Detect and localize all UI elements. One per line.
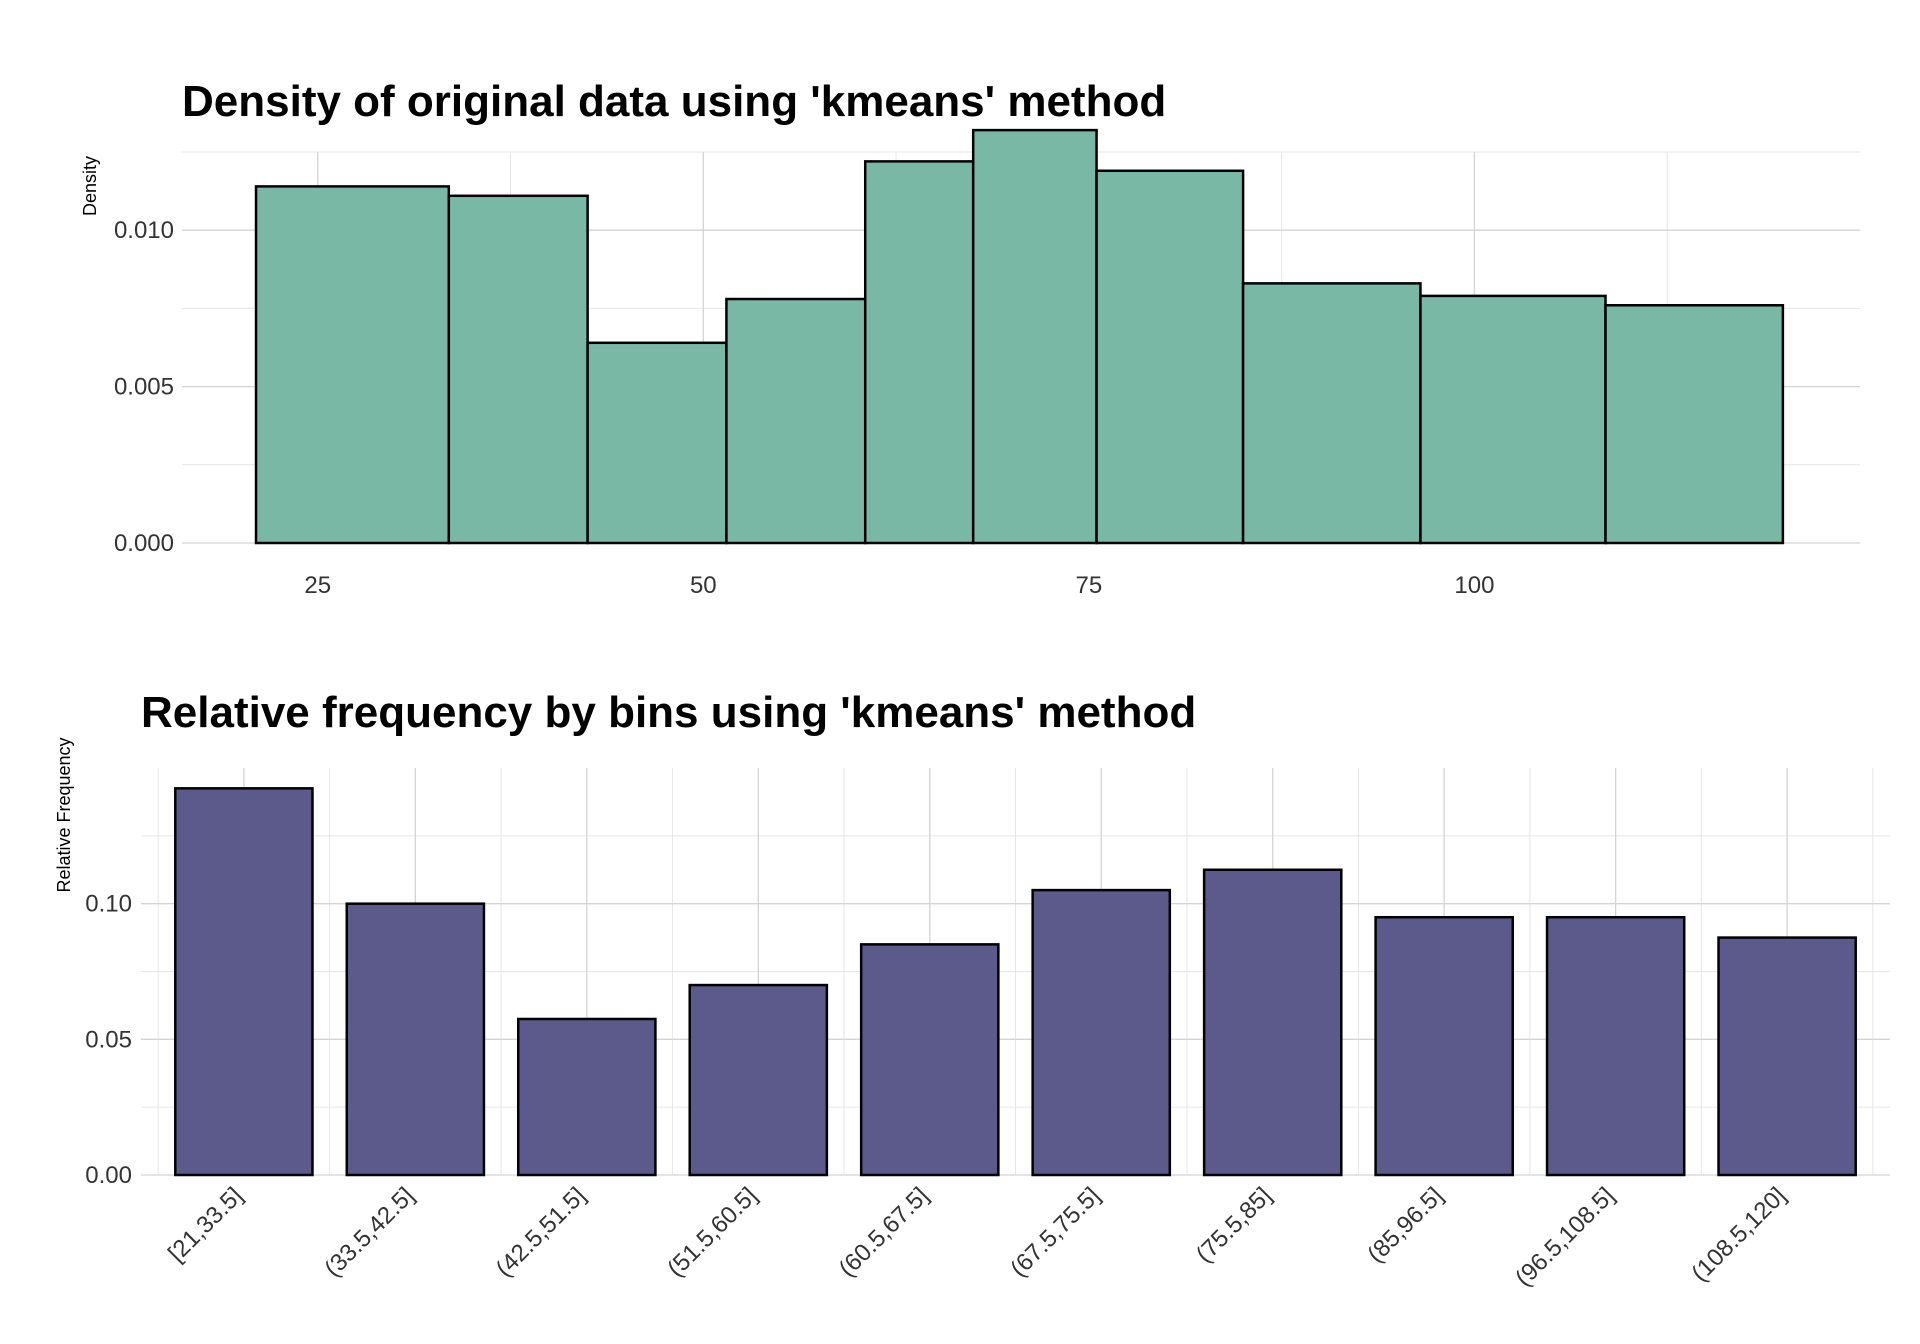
frequency-bar bbox=[688, 983, 829, 1177]
x-tick-label: 100 bbox=[1454, 572, 1494, 599]
histogram-bar bbox=[586, 341, 728, 545]
frequency-bar bbox=[516, 1017, 657, 1177]
histogram-bar bbox=[863, 160, 975, 545]
x-category-label: (60.5,67.5] bbox=[834, 1182, 934, 1282]
x-category-label: (42.5,51.5] bbox=[491, 1182, 591, 1282]
x-category-label: (51.5,60.5] bbox=[662, 1182, 762, 1282]
density-y-axis-label: Density bbox=[80, 156, 100, 216]
y-tick-label: 0.000 bbox=[114, 530, 174, 557]
x-tick-label: 75 bbox=[1076, 572, 1103, 599]
frequency-bar bbox=[859, 943, 1000, 1177]
histogram-bar bbox=[254, 185, 451, 545]
y-tick-label: 0.05 bbox=[85, 1026, 132, 1053]
histogram-bar bbox=[1241, 282, 1422, 545]
x-category-label: (75.5,85] bbox=[1191, 1182, 1277, 1268]
x-category-label: (96.5,108.5] bbox=[1510, 1182, 1620, 1292]
x-category-label: (67.5,75.5] bbox=[1005, 1182, 1105, 1282]
x-tick-label: 50 bbox=[690, 572, 717, 599]
y-tick-label: 0.010 bbox=[114, 217, 174, 244]
histogram-bar bbox=[447, 194, 589, 545]
x-category-label: (33.5,42.5] bbox=[319, 1182, 419, 1282]
frequency-bar bbox=[1374, 915, 1515, 1177]
frequency-bar bbox=[174, 787, 314, 1177]
y-tick-label: 0.10 bbox=[85, 891, 132, 918]
frequency-bar bbox=[1717, 936, 1857, 1177]
histogram-bar bbox=[971, 128, 1098, 545]
frequency-bar bbox=[1545, 915, 1686, 1177]
frequency-bar bbox=[1031, 888, 1172, 1177]
density-histogram-panel: Density of original data using 'kmeans' … bbox=[80, 77, 1860, 599]
x-tick-label: 25 bbox=[304, 572, 331, 599]
y-tick-label: 0.00 bbox=[85, 1162, 132, 1189]
x-category-label: [21,33.5] bbox=[163, 1182, 248, 1267]
frequency-bar bbox=[1202, 868, 1343, 1177]
density-chart-title: Density of original data using 'kmeans' … bbox=[182, 77, 1166, 126]
x-category-label: (108.5,120] bbox=[1686, 1182, 1791, 1287]
frequency-y-axis-label: Relative Frequency bbox=[54, 737, 74, 892]
histogram-bar bbox=[1604, 304, 1785, 545]
histogram-bar bbox=[725, 297, 867, 545]
frequency-bar bbox=[345, 902, 486, 1177]
x-category-label: (85,96.5] bbox=[1362, 1182, 1448, 1268]
histogram-bar bbox=[1419, 294, 1607, 545]
frequency-chart-title: Relative frequency by bins using 'kmeans… bbox=[141, 688, 1196, 737]
y-tick-label: 0.005 bbox=[114, 374, 174, 401]
relative-frequency-panel: Relative frequency by bins using 'kmeans… bbox=[54, 688, 1890, 1292]
histogram-bar bbox=[1095, 169, 1245, 545]
